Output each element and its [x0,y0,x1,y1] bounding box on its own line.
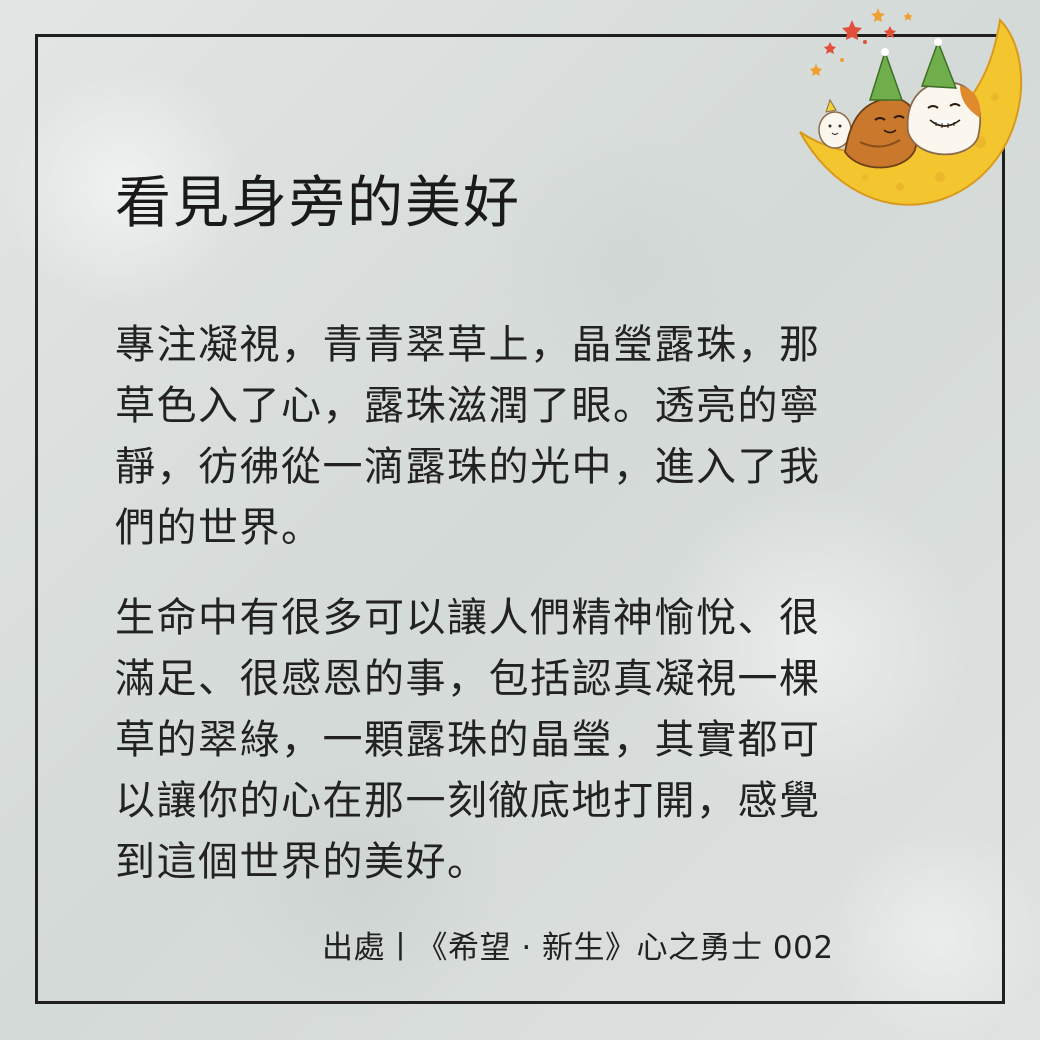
source-citation: 出處丨《希望 · 新生》心之勇士 002 [322,930,834,966]
moon-cats-illustration [799,8,1023,206]
paragraph-2: 生命中有很多可以讓人們精神愉悅、很 滿足、很感恩的事，包括認真凝視一棵 草的翠綠… [115,588,945,893]
content-frame [35,34,1005,1004]
paragraph-line: 生命中有很多可以讓人們精神愉悅、很 [115,595,821,641]
stars-decoration [810,8,913,76]
paragraph-line: 靜，彷彿從一滴露珠的光中，進入了我 [115,444,821,490]
paragraph-line: 們的世界。 [115,505,323,551]
paragraph-line: 專注凝視，青青翠草上，晶瑩露珠，那 [115,322,821,368]
paragraph-line: 草的翠綠，一顆露珠的晶瑩，其實都可 [115,717,821,763]
paragraph-line: 以讓你的心在那一刻徹底地打開，感覺 [115,778,821,824]
paragraph-line: 草色入了心，露珠滋潤了眼。透亮的寧 [115,383,821,429]
calico-cat [906,38,982,156]
paragraph-line: 到這個世界的美好。 [115,839,489,885]
page-title: 看見身旁的美好 [115,171,521,236]
paragraph-line: 滿足、很感恩的事，包括認真凝視一棵 [115,656,821,702]
paragraph-1: 專注凝視，青青翠草上，晶瑩露珠，那 草色入了心，露珠滋潤了眼。透亮的寧 靜，彷彿… [115,315,945,559]
white-cat-small [818,98,852,149]
orange-cat [844,48,919,169]
